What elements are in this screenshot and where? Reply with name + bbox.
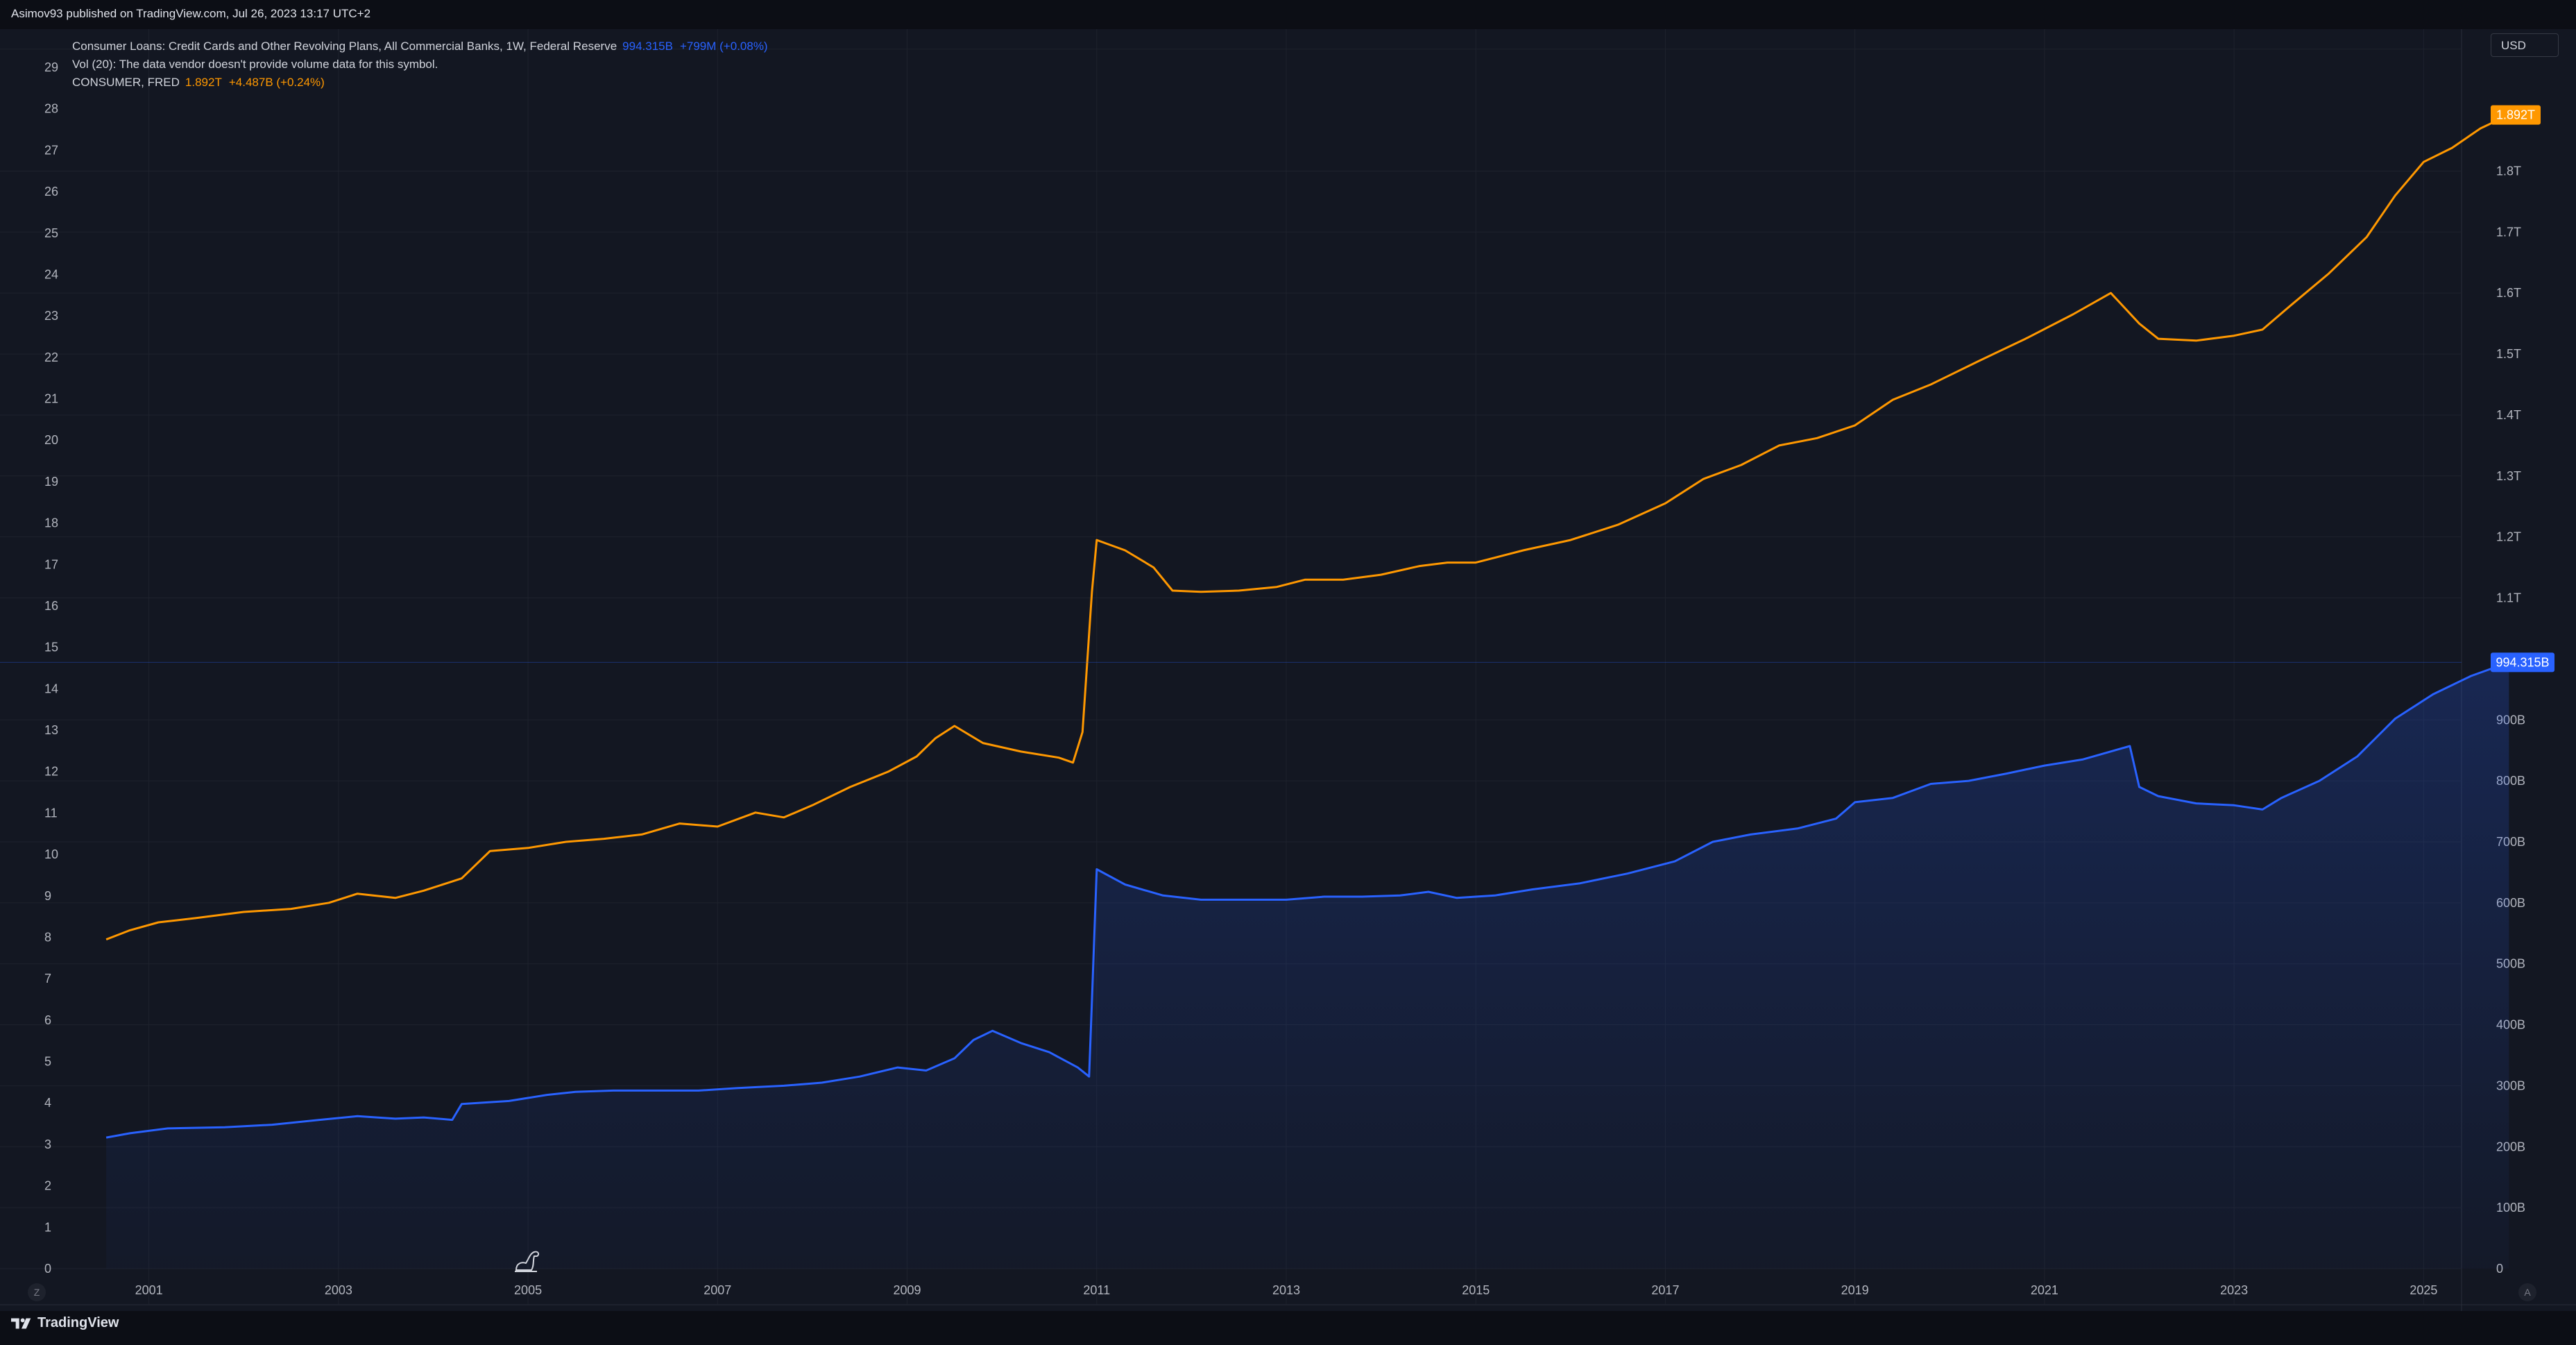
x-tick-label: 2025 [2409, 1283, 2437, 1297]
left-tick-label: 20 [44, 433, 58, 447]
left-tick-label: 9 [44, 889, 51, 903]
tradingview-logo[interactable]: TradingView [11, 1315, 119, 1331]
x-tick-label: 2013 [1272, 1283, 1300, 1297]
left-tick-label: 12 [44, 765, 58, 779]
legend-main-series[interactable]: Consumer Loans: Credit Cards and Other R… [72, 37, 768, 56]
right-tick-label: 1.6T [2496, 286, 2521, 300]
legend-main-change: +799M (+0.08%) [679, 40, 768, 53]
legend-main-value: 994.315B [622, 40, 673, 53]
legend-volume-text: Vol (20): The data vendor doesn't provid… [72, 58, 438, 71]
x-tick-label: 2021 [2031, 1283, 2058, 1297]
tradingview-logo-icon [11, 1318, 31, 1328]
bottom-bar [0, 1311, 2576, 1345]
x-tick-label: 2003 [325, 1283, 352, 1297]
chart-legend: Consumer Loans: Credit Cards and Other R… [72, 37, 768, 92]
left-tick-label: 17 [44, 557, 58, 571]
x-tick-label: 2001 [135, 1283, 163, 1297]
auto-scale-right-button[interactable]: A [2518, 1283, 2536, 1301]
x-tick-label: 2005 [514, 1283, 542, 1297]
left-tick-label: 6 [44, 1013, 51, 1027]
top-bar: Asimov93 published on TradingView.com, J… [0, 0, 2576, 29]
last-value-label: 994.315B [2496, 655, 2549, 669]
left-tick-label: 27 [44, 143, 58, 157]
price-chart[interactable]: 2001 2003 2005 2007 2009 2011 2013 2015 2017 2019… [0, 29, 2576, 1311]
left-tick-label: 2 [44, 1179, 51, 1193]
last-value-badge-consumer-fred [2491, 105, 2541, 125]
left-tick-label: 15 [44, 641, 58, 654]
series-area-credit-cards [106, 662, 2509, 1269]
auto-scale-left-button[interactable]: Z [28, 1283, 46, 1301]
left-tick-label: 5 [44, 1055, 51, 1069]
last-value-badge-credit-cards [2491, 652, 2554, 672]
tradingview-logo-text: TradingView [37, 1315, 119, 1330]
x-tick-label: 2011 [1083, 1283, 1110, 1297]
legend-overlay-change: +4.487B (+0.24%) [228, 76, 325, 89]
legend-volume[interactable]: Vol (20): The data vendor doesn't provid… [72, 56, 768, 74]
left-tick-label: 8 [44, 930, 51, 944]
legend-overlay-value: 1.892T [185, 76, 222, 89]
left-tick-label: 26 [44, 185, 58, 198]
left-tick-label: 10 [44, 847, 58, 861]
left-tick-label: 4 [44, 1096, 51, 1110]
left-tick-label: 13 [44, 723, 58, 737]
right-tick-label: 1.1T [2496, 591, 2521, 605]
left-tick-label: 3 [44, 1137, 51, 1151]
left-tick-label: 16 [44, 599, 58, 613]
right-tick-label: 1.4T [2496, 408, 2521, 422]
right-tick-label: 1.8T [2496, 164, 2521, 178]
left-tick-label: 0 [44, 1262, 51, 1276]
left-tick-label: 29 [44, 60, 58, 74]
published-info: Asimov93 published on TradingView.com, J… [11, 7, 371, 20]
right-tick-label: 1.2T [2496, 530, 2521, 544]
right-tick-label: 1.7T [2496, 225, 2521, 239]
x-tick-label: 2015 [1462, 1283, 1490, 1297]
x-tick-label: 2007 [703, 1283, 731, 1297]
chart-panel[interactable]: 2001 2003 2005 2007 2009 2011 2013 2015 2017 2019… [0, 29, 2576, 1311]
x-tick-label: 2009 [894, 1283, 921, 1297]
legend-main-title: Consumer Loans: Credit Cards and Other R… [72, 40, 617, 53]
series-line-consumer-fred[interactable] [105, 114, 2509, 940]
left-tick-label: 23 [44, 309, 58, 323]
left-tick-label: 11 [44, 806, 58, 820]
left-tick-label: 14 [44, 682, 58, 695]
x-tick-label: 2017 [1651, 1283, 1679, 1297]
left-tick-label: 21 [44, 392, 58, 406]
series-line-credit-cards[interactable] [105, 661, 2509, 1139]
right-tick-label: 1.3T [2496, 469, 2521, 483]
legend-overlay-series[interactable]: CONSUMER, FRED 1.892T +4.487B (+0.24%) [72, 74, 768, 92]
left-tick-label: 1 [44, 1220, 51, 1234]
right-tick-label: 1.5T [2496, 347, 2521, 361]
last-value-label: 1.892T [2496, 108, 2535, 122]
x-tick-label: 2019 [1841, 1283, 1869, 1297]
data-start-marker-icon[interactable] [515, 1251, 540, 1272]
left-tick-label: 18 [44, 516, 58, 530]
left-tick-label: 19 [44, 475, 58, 489]
x-tick-label: 2023 [2220, 1283, 2248, 1297]
left-tick-label: 24 [44, 267, 58, 281]
left-tick-label: 7 [44, 972, 51, 986]
legend-overlay-title: CONSUMER, FRED [72, 76, 180, 89]
left-tick-label: 25 [44, 226, 58, 240]
left-tick-label: 28 [44, 102, 58, 116]
left-tick-label: 22 [44, 350, 58, 364]
currency-button[interactable]: USD [2491, 33, 2559, 57]
